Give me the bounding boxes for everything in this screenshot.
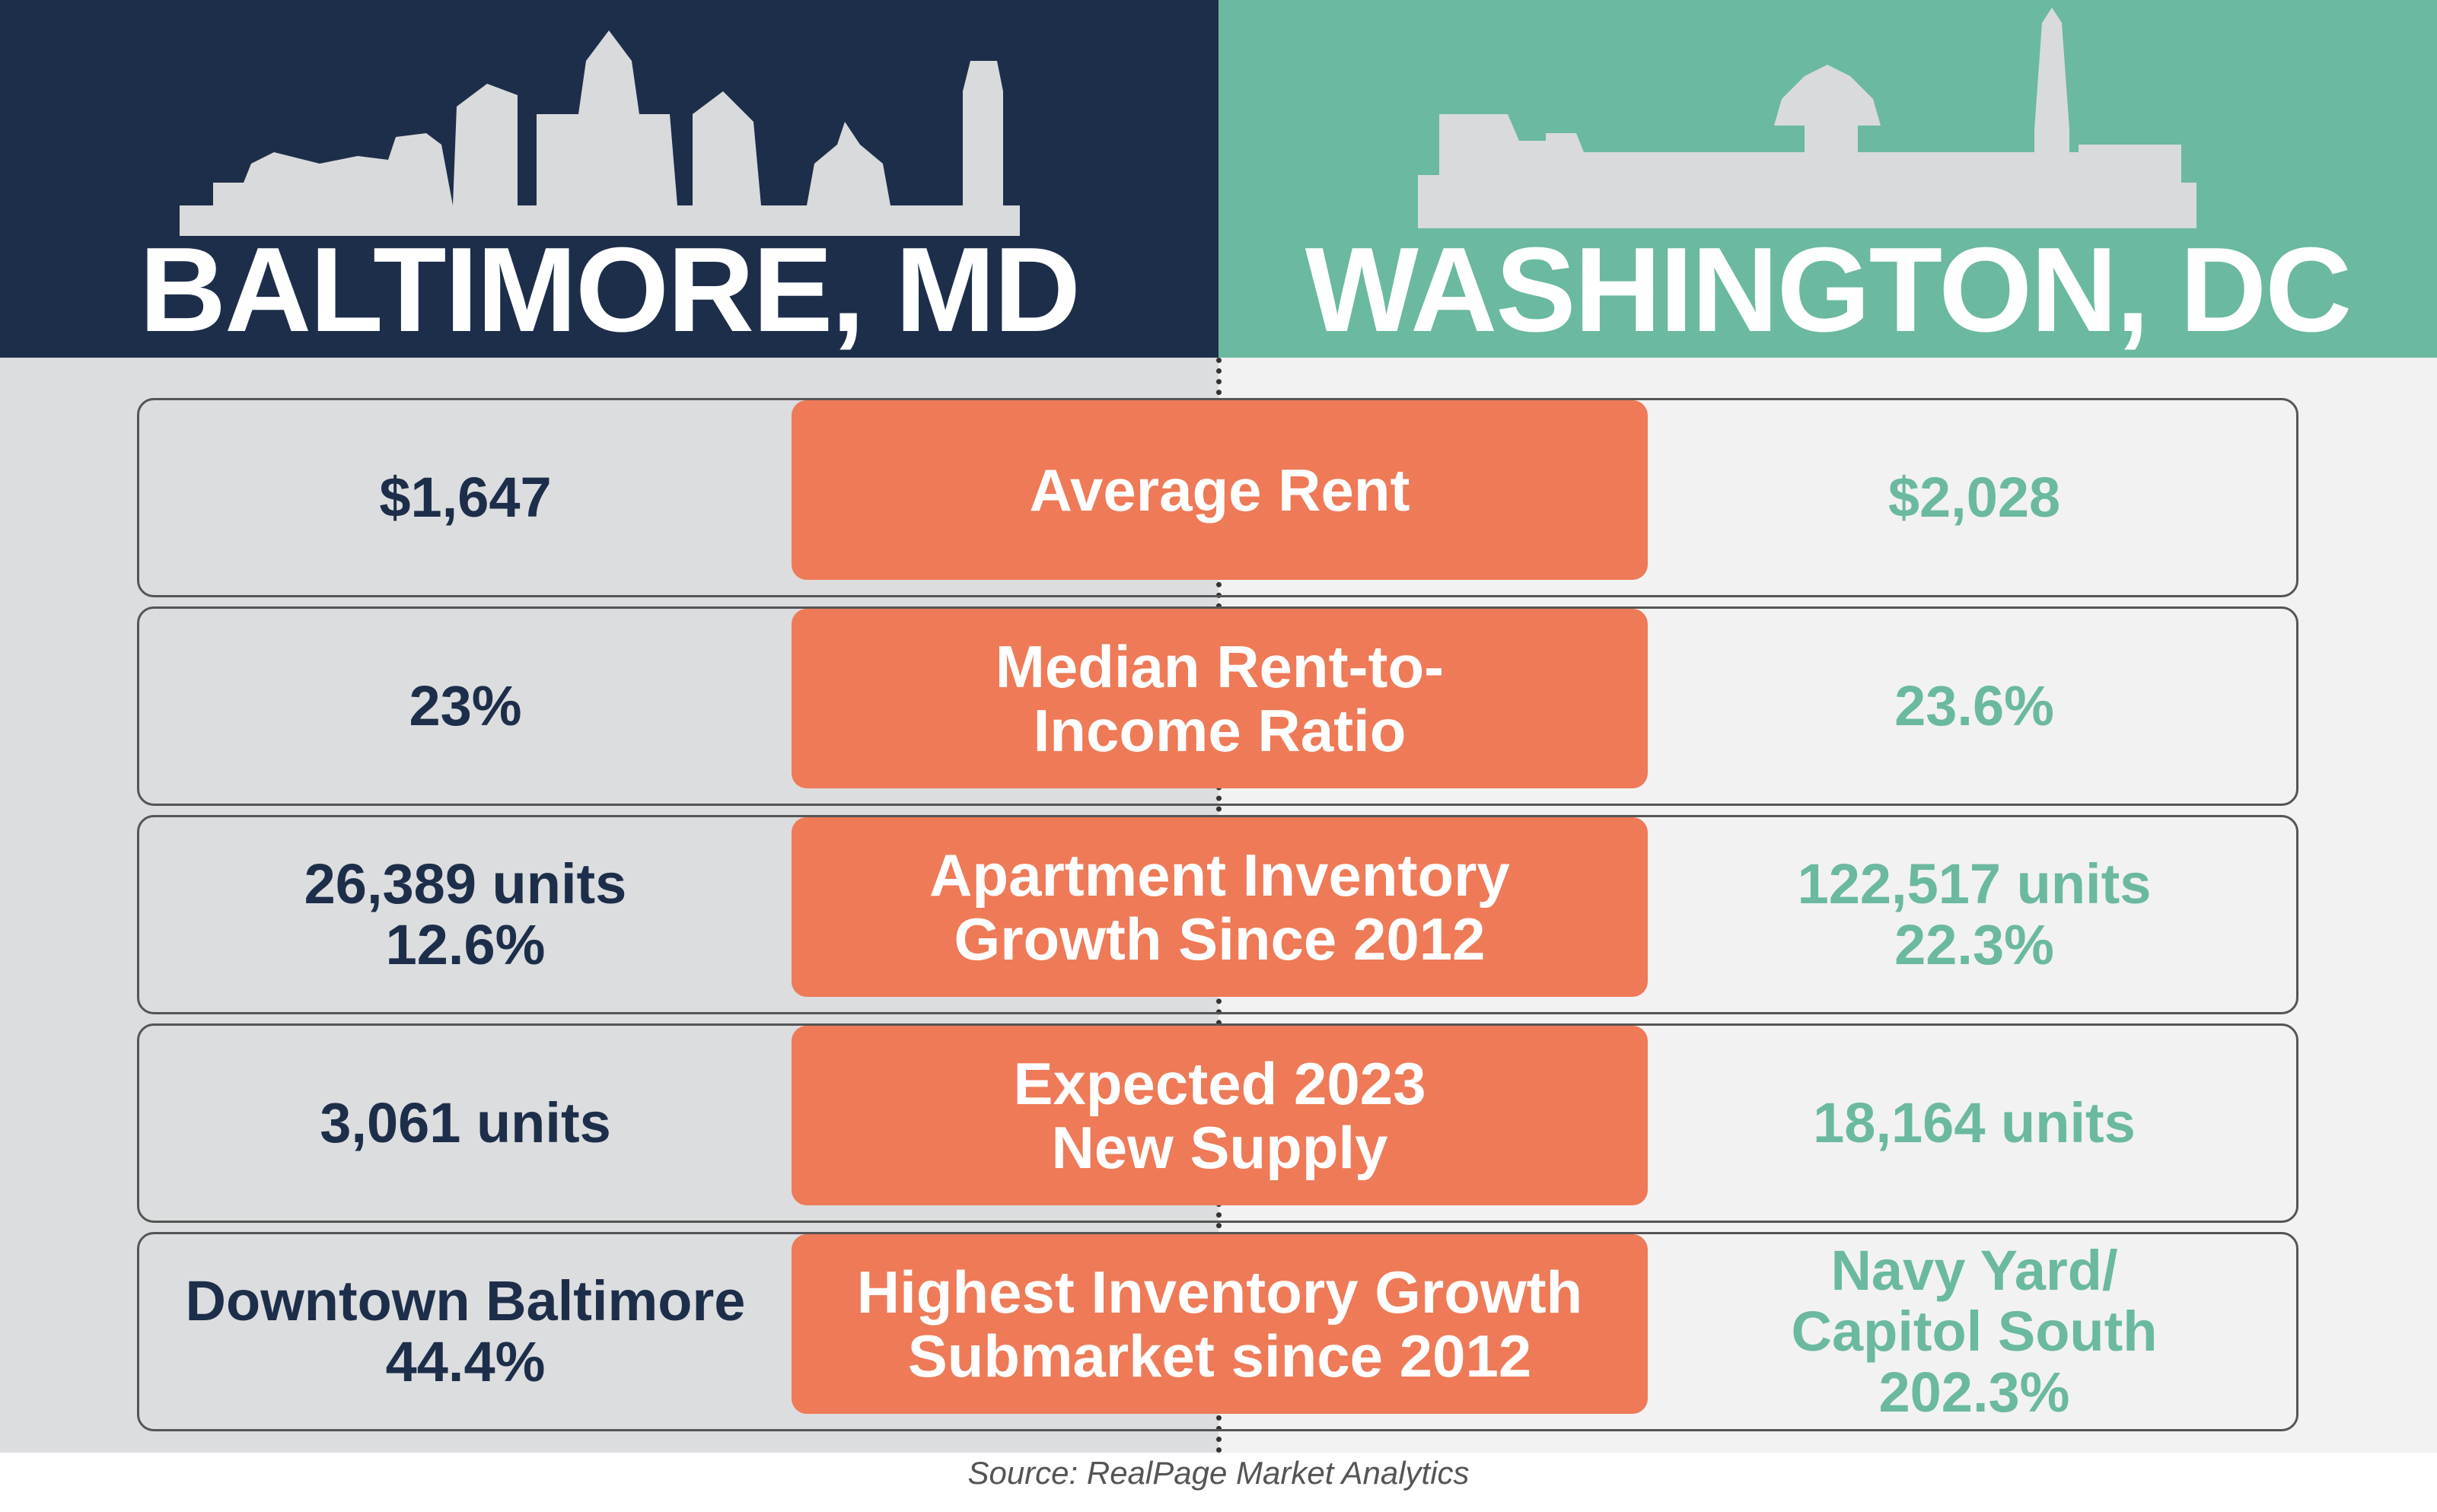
metric-label-line: Apartment Inventory	[929, 841, 1510, 909]
washington-value-line: Capitol South	[1791, 1300, 2158, 1364]
washington-value: $2,028	[1648, 400, 2301, 595]
baltimore-value-line: 12.6%	[385, 913, 546, 976]
metric-label-line: Average Rent	[1029, 456, 1410, 524]
comparison-row: $1,647 Average Rent $2,028	[137, 398, 2298, 597]
metric-label-line: Highest Inventory Growth	[856, 1258, 1583, 1326]
washington-value: Navy Yard/Capitol South 202.3%	[1648, 1234, 2301, 1429]
washington-value-line: Navy Yard/	[1830, 1239, 2118, 1303]
baltimore-value: 26,389 units 12.6%	[139, 817, 792, 1012]
baltimore-value-line: 44.4%	[385, 1330, 546, 1393]
baltimore-value-line: Downtown Baltimore	[185, 1269, 746, 1333]
baltimore-skyline	[180, 30, 1020, 236]
comparison-row: 26,389 units 12.6% Apartment Inventory Grow…	[137, 815, 2298, 1014]
metric-label-line: Growth Since 2012	[954, 906, 1486, 972]
washington-skyline	[1418, 8, 2196, 228]
comparison-row: Downtown Baltimore 44.4% Highest Inventory…	[137, 1232, 2298, 1431]
baltimore-value: 3,061 units	[139, 1026, 792, 1221]
metric-label-line: New Supply	[1051, 1114, 1388, 1181]
baltimore-value: $1,647	[139, 400, 792, 595]
left-header: BALTIMORE, MD	[0, 0, 1218, 358]
metric-label-line: Income Ratio	[1033, 697, 1406, 764]
washington-value-line: 18,164 units	[1813, 1091, 2136, 1155]
right-header: WASHINGTON, DC	[1218, 0, 2437, 358]
washington-value-line: $2,028	[1887, 466, 2061, 530]
comparison-row: 3,061 units Expected 2023 New Supply 18,164…	[137, 1023, 2298, 1223]
metric-label: Highest Inventory Growth Submarket since …	[792, 1234, 1648, 1414]
metric-label: Expected 2023 New Supply	[792, 1026, 1648, 1205]
metric-label: Apartment Inventory Growth Since 2012	[792, 817, 1648, 997]
washington-value-line: 202.3%	[1878, 1360, 2070, 1424]
washington-value-line: 22.3%	[1894, 913, 2054, 976]
metric-label-line: Submarket since 2012	[907, 1323, 1532, 1389]
baltimore-value-line: 26,389 units	[304, 852, 627, 916]
washington-value: 23.6%	[1648, 609, 2301, 804]
baltimore-value-line: 23%	[409, 674, 522, 738]
city-title: WASHINGTON, DC	[1305, 223, 2353, 357]
metric-label: Average Rent	[792, 400, 1648, 580]
baltimore-value: Downtown Baltimore 44.4%	[139, 1234, 792, 1429]
metric-label: Median Rent-to- Income Ratio	[792, 609, 1648, 788]
city-title: BALTIMORE, MD	[139, 223, 1081, 357]
baltimore-value: 23%	[139, 609, 792, 804]
washington-value: 122,517 units 22.3%	[1648, 817, 2301, 1012]
source-note: Source: RealPage Market Analytics	[967, 1455, 1470, 1491]
baltimore-value-line: 3,061 units	[320, 1091, 611, 1155]
washington-value: 18,164 units	[1648, 1026, 2301, 1221]
metric-label-line: Expected 2023	[1013, 1049, 1426, 1117]
washington-value-line: 23.6%	[1894, 674, 2054, 738]
metric-label-line: Median Rent-to-	[995, 632, 1445, 700]
washington-value-line: 122,517 units	[1797, 852, 2152, 916]
baltimore-value-line: $1,647	[379, 466, 552, 530]
comparison-row: 23% Median Rent-to- Income Ratio 23.6%	[137, 606, 2298, 806]
